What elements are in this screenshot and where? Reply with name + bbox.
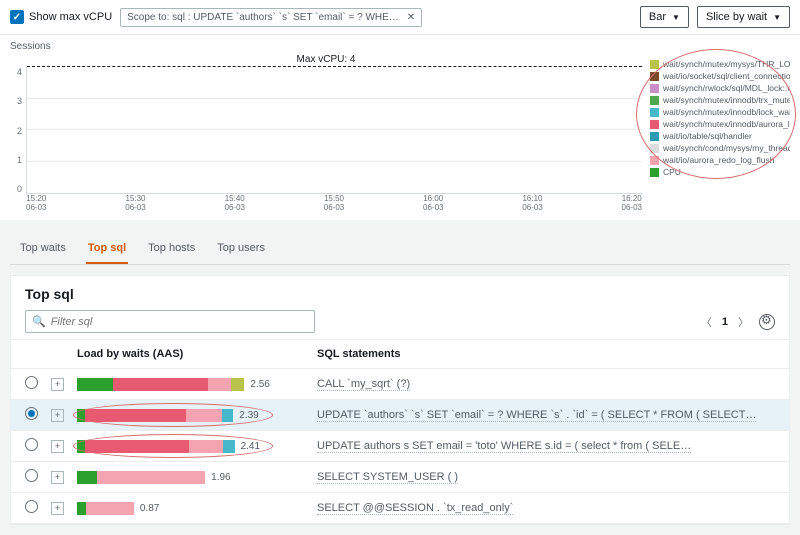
chevron-down-icon: ▼ [672, 13, 680, 22]
checkbox-icon [10, 10, 24, 24]
legend-item[interactable]: wait/synch/mutex/mysys/THR_LOCK::mu [650, 59, 790, 69]
chart-legend: wait/synch/mutex/mysys/THR_LOCK::muwait/… [650, 41, 790, 212]
tab-top-hosts[interactable]: Top hosts [146, 234, 197, 264]
legend-label: wait/synch/mutex/innodb/aurora_lock [663, 119, 790, 129]
legend-label: wait/synch/mutex/innodb/trx_mutex [663, 95, 790, 105]
col-load-header: Load by waits (AAS) [77, 348, 317, 360]
tab-top-waits[interactable]: Top waits [18, 234, 68, 264]
legend-label: wait/io/socket/sql/client_connectio [663, 71, 790, 81]
load-value: 2.41 [241, 441, 260, 452]
legend-swatch [650, 156, 659, 165]
legend-label: CPU [663, 167, 681, 177]
sql-table: Load by waits (AAS) SQL statements +2.56… [11, 339, 789, 524]
load-bar [77, 440, 235, 453]
table-row[interactable]: +2.56 CALL `my_sqrt` (?) [11, 369, 789, 400]
legend-label: wait/io/aurora_redo_log_flush [663, 155, 775, 165]
row-radio[interactable] [25, 376, 38, 389]
legend-item[interactable]: CPU [650, 167, 790, 177]
sql-statement[interactable]: CALL `my_sqrt` (?) [317, 378, 410, 391]
legend-swatch [650, 168, 659, 177]
load-value: 0.87 [140, 503, 159, 514]
table-header: Load by waits (AAS) SQL statements [11, 339, 789, 369]
load-value: 1.96 [211, 472, 230, 483]
sessions-axis-label: Sessions [10, 41, 642, 52]
legend-swatch [650, 60, 659, 69]
legend-swatch [650, 96, 659, 105]
max-vcpu-label: Max vCPU: 4 [10, 54, 642, 65]
chart-section: Sessions Max vCPU: 4 43210 15:2006-0315:… [0, 35, 800, 212]
expand-icon[interactable]: + [51, 409, 64, 422]
tab-top-sql[interactable]: Top sql [86, 234, 128, 264]
legend-item[interactable]: wait/io/socket/sql/client_connectio [650, 71, 790, 81]
close-icon[interactable]: ✕ [407, 12, 415, 23]
legend-item[interactable]: wait/io/table/sql/handler [650, 131, 790, 141]
expand-icon[interactable]: + [51, 440, 64, 453]
page-number: 1 [722, 316, 728, 328]
search-icon: 🔍 [32, 315, 46, 328]
slice-by-label: Slice by wait [706, 11, 767, 23]
sql-statement[interactable]: SELECT SYSTEM_USER ( ) [317, 471, 458, 484]
show-max-vcpu-checkbox[interactable]: Show max vCPU [10, 10, 112, 24]
legend-item[interactable]: wait/synch/rwlock/sql/MDL_lock::rwl [650, 83, 790, 93]
expand-icon[interactable]: + [51, 502, 64, 515]
sql-statement[interactable]: UPDATE authors s SET email = 'toto' WHER… [317, 440, 691, 453]
table-row[interactable]: +1.96 SELECT SYSTEM_USER ( ) [11, 462, 789, 493]
panel-title: Top sql [25, 286, 775, 302]
legend-label: wait/io/table/sql/handler [663, 131, 752, 141]
legend-swatch [650, 132, 659, 141]
table-row[interactable]: +2.41 UPDATE authors s SET email = 'toto'… [11, 431, 789, 462]
row-radio[interactable] [25, 438, 38, 451]
legend-item[interactable]: wait/synch/mutex/innodb/aurora_lock [650, 119, 790, 129]
load-value: 2.56 [250, 379, 269, 390]
top-sql-panel: Top sql 🔍 〈 1 〉 Load by waits (AAS) [10, 275, 790, 525]
settings-icon[interactable] [759, 314, 775, 330]
expand-icon[interactable]: + [51, 378, 64, 391]
x-axis: 15:2006-0315:3006-0315:4006-0315:5006-03… [26, 194, 642, 212]
show-max-vcpu-label: Show max vCPU [29, 11, 112, 23]
chart-type-dropdown[interactable]: Bar ▼ [640, 6, 689, 28]
legend-swatch [650, 84, 659, 93]
chevron-down-icon: ▼ [773, 13, 781, 22]
legend-label: wait/synch/mutex/innodb/lock_wait_m [663, 107, 790, 117]
prev-page-button[interactable]: 〈 [701, 314, 712, 330]
row-radio[interactable] [25, 469, 38, 482]
filter-input-wrap[interactable]: 🔍 [25, 310, 315, 333]
y-axis: 43210 [10, 67, 24, 194]
load-bar [77, 409, 233, 422]
chart-plot [26, 67, 642, 194]
row-radio[interactable] [25, 407, 38, 420]
legend-item[interactable]: wait/synch/mutex/innodb/lock_wait_m [650, 107, 790, 117]
toolbar: Show max vCPU Scope to: sql : UPDATE `au… [0, 0, 800, 35]
sql-statement[interactable]: UPDATE `authors` `s` SET `email` = ? WHE… [317, 409, 756, 422]
sessions-chart[interactable]: 43210 15:2006-0315:3006-0315:4006-0315:5… [10, 67, 642, 212]
pager: 〈 1 〉 [701, 314, 775, 330]
legend-swatch [650, 108, 659, 117]
load-bar [77, 502, 134, 515]
scope-filter-pill[interactable]: Scope to: sql : UPDATE `authors` `s` SET… [120, 8, 422, 27]
legend-item[interactable]: wait/synch/mutex/innodb/trx_mutex [650, 95, 790, 105]
row-radio[interactable] [25, 500, 38, 513]
legend-swatch [650, 72, 659, 81]
load-bar [77, 378, 244, 391]
filter-input[interactable] [51, 316, 308, 328]
table-row[interactable]: +2.39 UPDATE `authors` `s` SET `email` = … [11, 400, 789, 431]
legend-label: wait/synch/mutex/mysys/THR_LOCK::mu [663, 59, 790, 69]
legend-item[interactable]: wait/io/aurora_redo_log_flush [650, 155, 790, 165]
sql-statement[interactable]: SELECT @@SESSION . `tx_read_only` [317, 502, 513, 515]
col-sql-header: SQL statements [317, 348, 775, 360]
tab-top-users[interactable]: Top users [215, 234, 267, 264]
tabs-container: Top waits Top sql Top hosts Top users [0, 220, 800, 265]
expand-icon[interactable]: + [51, 471, 64, 484]
legend-label: wait/synch/cond/mysys/my_thread_var [663, 143, 790, 153]
chart-type-label: Bar [649, 11, 666, 23]
legend-label: wait/synch/rwlock/sql/MDL_lock::rwl [663, 83, 790, 93]
load-bar [77, 471, 205, 484]
legend-swatch [650, 144, 659, 153]
scope-filter-label: Scope to: sql : UPDATE `authors` `s` SET… [127, 12, 399, 23]
legend-swatch [650, 120, 659, 129]
load-value: 2.39 [239, 410, 258, 421]
slice-by-dropdown[interactable]: Slice by wait ▼ [697, 6, 790, 28]
next-page-button[interactable]: 〉 [738, 314, 749, 330]
legend-item[interactable]: wait/synch/cond/mysys/my_thread_var [650, 143, 790, 153]
